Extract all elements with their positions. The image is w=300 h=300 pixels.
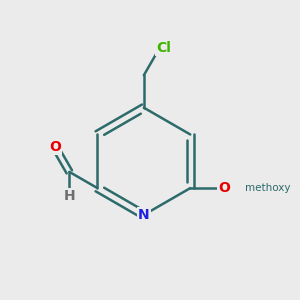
Text: Cl: Cl [156, 41, 171, 55]
Text: H: H [64, 189, 75, 203]
Text: methoxy: methoxy [245, 183, 291, 193]
Text: O: O [49, 140, 61, 154]
Text: O: O [218, 181, 230, 195]
Text: N: N [138, 208, 150, 222]
